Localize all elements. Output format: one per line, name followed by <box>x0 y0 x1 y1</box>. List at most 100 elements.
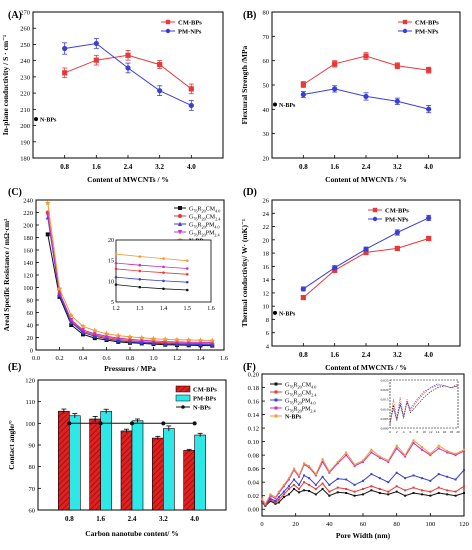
x-tick-label: 20 <box>292 521 299 528</box>
marker-star <box>162 336 169 342</box>
inset-series-line <box>389 383 459 425</box>
legend-marker <box>274 382 278 386</box>
y-tick-label: 0.10 <box>248 439 259 446</box>
marker-circle <box>372 216 378 222</box>
marker <box>274 497 277 500</box>
bar <box>69 415 81 511</box>
inset-marker <box>138 285 142 289</box>
x-axis-title: Carbon nanotube content/ % <box>85 529 179 538</box>
legend-label-part: CM <box>206 215 216 221</box>
marker <box>370 448 373 451</box>
marker <box>298 491 301 494</box>
marker-circle <box>98 421 103 426</box>
legend-label: CM-BPs <box>178 20 202 27</box>
y-tick-label: 200 <box>20 123 30 130</box>
marker <box>437 444 440 447</box>
marker <box>387 481 390 484</box>
y-tick-label: 100 <box>25 421 35 428</box>
inset-y-tick-label: 0.000 <box>381 427 389 431</box>
marker-square <box>69 323 74 327</box>
marker <box>420 493 423 496</box>
marker-star <box>185 337 192 343</box>
marker <box>287 485 290 488</box>
inset-y-tick-label: 5 <box>111 300 114 306</box>
marker-circle <box>192 421 197 426</box>
legend-label: G76R20PM2.4 <box>189 231 221 238</box>
y-tick-label: 0.00 <box>248 507 259 514</box>
x-axis-title: Pressures / MPa <box>104 364 156 373</box>
marker <box>328 494 331 497</box>
y-tick-label: 12 <box>263 290 270 297</box>
point-label: N-BPs <box>279 103 296 109</box>
marker <box>429 494 432 497</box>
marker-square <box>394 63 400 69</box>
marker <box>277 496 280 499</box>
series-line <box>261 488 465 507</box>
legend-label-part: 2.4 <box>311 393 317 398</box>
x-tick-label: 4.0 <box>424 163 433 171</box>
marker-square <box>62 70 68 76</box>
inset-marker <box>162 271 165 274</box>
y-tick-label: 210 <box>20 107 30 114</box>
inset-marker <box>185 288 189 292</box>
marker <box>321 482 324 485</box>
inset-y-tick-label: 0.025 <box>381 379 389 383</box>
panel-0: (A) 180 190 200 210 220 230 240 250 260 270 0.8 1.6 2… <box>1 10 224 184</box>
y-axis-title: In-plane conductivity / S · cm⁻¹ <box>1 35 10 136</box>
legend-label-part: 4.0 <box>214 225 219 230</box>
x-tick-label: 1.6 <box>92 163 101 171</box>
legend-label-part: R <box>198 231 202 237</box>
marker-circle <box>93 40 99 47</box>
inset-x-tick-label: 18 <box>449 430 453 434</box>
legend-label-part: 4.0 <box>215 209 220 214</box>
series-line <box>261 442 465 506</box>
x-tick-label: 1.2 <box>173 355 181 362</box>
marker-triangle-down <box>92 331 97 337</box>
y-tick-label: 50 <box>263 83 270 90</box>
y-tick-label: 20 <box>263 237 270 244</box>
plot-frame <box>271 199 461 347</box>
marker <box>292 483 295 486</box>
legend-marker <box>181 405 185 409</box>
marker <box>345 492 348 495</box>
y-tick-label: 6 <box>266 330 270 337</box>
marker <box>298 483 301 486</box>
marker-circle <box>165 28 171 34</box>
marker <box>370 489 373 492</box>
bar <box>58 410 70 511</box>
legend-marker <box>274 390 278 394</box>
marker <box>437 473 440 476</box>
legend-marker <box>274 414 278 418</box>
marker <box>269 493 272 496</box>
marker <box>314 487 317 490</box>
marker <box>328 471 331 474</box>
inset-marker <box>114 267 118 271</box>
y-tick-label: 240 <box>23 198 33 205</box>
legend-label-part: G <box>189 231 194 237</box>
marker <box>314 483 317 486</box>
marker <box>395 485 398 488</box>
marker-circle <box>178 214 182 218</box>
y-tick-label: 190 <box>20 139 30 146</box>
marker <box>387 493 390 496</box>
legend-label-part: 20 <box>298 385 302 390</box>
inset-marker <box>114 283 118 286</box>
marker <box>303 462 306 465</box>
y-tick-label: 230 <box>20 74 30 81</box>
inset-x-tick-label: 2 <box>396 430 398 434</box>
legend-label: PM-NPs <box>385 217 409 224</box>
marker <box>298 475 301 478</box>
inset-x-tick-label: 4 <box>403 430 405 434</box>
inset-series-line <box>115 284 188 291</box>
marker-circle <box>402 28 408 34</box>
marker <box>420 489 423 492</box>
marker <box>274 502 277 505</box>
marker <box>378 492 381 495</box>
marker <box>261 500 263 503</box>
marker-circle <box>363 93 369 100</box>
x-tick-label: 1.6 <box>330 163 339 171</box>
marker <box>328 483 331 486</box>
marker <box>292 487 295 490</box>
inset-y-tick-label: 0.020 <box>381 388 389 392</box>
marker <box>463 469 465 472</box>
